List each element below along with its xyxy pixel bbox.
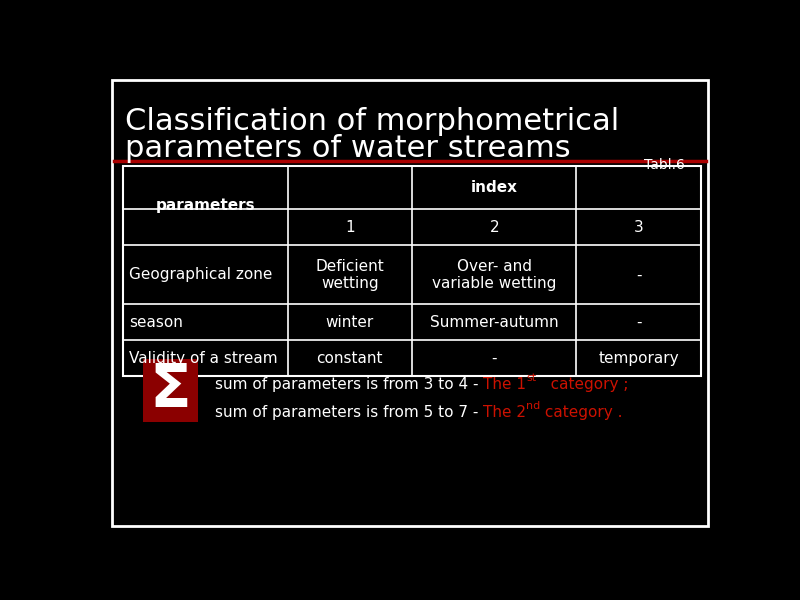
- Text: winter: winter: [326, 314, 374, 329]
- Text: Geographical zone: Geographical zone: [130, 268, 273, 283]
- Text: sum of parameters is from 3 to 4 -: sum of parameters is from 3 to 4 -: [214, 377, 483, 392]
- Text: temporary: temporary: [598, 350, 679, 365]
- Text: Tabl.6: Tabl.6: [644, 158, 685, 172]
- Text: Over- and
variable wetting: Over- and variable wetting: [432, 259, 557, 291]
- Text: Deficient
wetting: Deficient wetting: [315, 259, 384, 291]
- Text: The 2: The 2: [483, 405, 526, 420]
- Text: The 1: The 1: [483, 377, 526, 392]
- Text: category .: category .: [540, 405, 622, 420]
- Bar: [123, 166, 701, 376]
- Text: -: -: [491, 350, 497, 365]
- Text: Σ: Σ: [150, 361, 191, 420]
- Text: -: -: [636, 268, 642, 283]
- Text: constant: constant: [317, 350, 383, 365]
- Text: nd: nd: [526, 401, 540, 411]
- Bar: [142, 359, 198, 422]
- Text: 1: 1: [345, 220, 354, 235]
- Text: Summer-autumn: Summer-autumn: [430, 314, 558, 329]
- Text: parameters of water streams: parameters of water streams: [125, 134, 570, 163]
- Text: season: season: [130, 314, 183, 329]
- Text: st: st: [526, 373, 536, 383]
- Text: sum of parameters is from 5 to 7 -: sum of parameters is from 5 to 7 -: [214, 405, 483, 420]
- Text: 3: 3: [634, 220, 643, 235]
- Text: category ;: category ;: [536, 377, 629, 392]
- Text: Classification of morphometrical: Classification of morphometrical: [125, 107, 619, 136]
- Text: index: index: [470, 180, 518, 195]
- Text: Validity of a stream: Validity of a stream: [130, 350, 278, 365]
- Text: 2: 2: [490, 220, 499, 235]
- Text: -: -: [636, 314, 642, 329]
- Text: parameters: parameters: [156, 198, 255, 213]
